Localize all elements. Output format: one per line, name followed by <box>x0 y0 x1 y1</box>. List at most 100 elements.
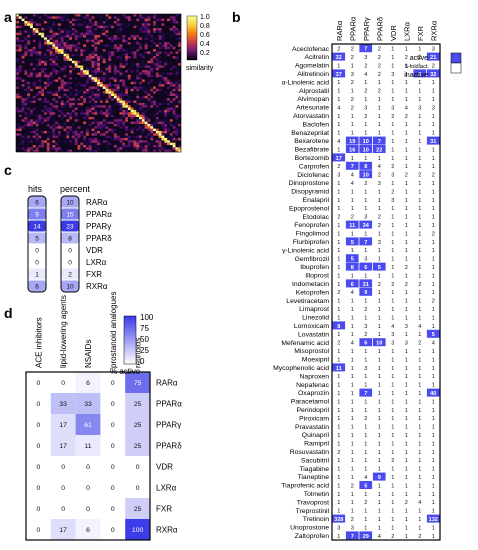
percent-cell <box>61 244 79 256</box>
similarity-cell <box>139 119 142 122</box>
similarity-cell <box>97 93 100 96</box>
fold-activation-value: 1 <box>351 63 354 69</box>
similarity-cell <box>153 128 156 132</box>
similarity-cell <box>46 79 50 82</box>
similarity-cell <box>113 70 117 73</box>
similarity-cell <box>136 86 140 89</box>
similarity-cell <box>38 142 42 146</box>
similarity-cell <box>130 18 134 22</box>
similarity-cell <box>94 149 98 153</box>
fold-activation-value: 1 <box>391 425 394 431</box>
similarity-cell <box>127 105 131 108</box>
similarity-cell <box>172 88 176 92</box>
active-cell <box>359 262 373 271</box>
similarity-cell <box>139 30 142 33</box>
similarity-cell <box>66 137 70 141</box>
similarity-cell <box>91 70 95 73</box>
similarity-cell <box>94 133 98 136</box>
similarity-cell <box>172 30 176 33</box>
similarity-cell <box>29 72 33 75</box>
fold-activation-value: 1 <box>391 139 394 145</box>
similarity-cell <box>175 51 179 54</box>
similarity-cell <box>94 51 98 54</box>
similarity-cell <box>108 149 112 153</box>
similarity-cell <box>49 46 53 50</box>
similarity-cell <box>77 147 81 150</box>
similarity-cell <box>116 16 120 19</box>
similarity-cell <box>43 51 47 54</box>
class-activity-cell <box>125 393 150 414</box>
similarity-cell <box>60 51 64 54</box>
fold-activation-value: 1 <box>378 433 381 439</box>
similarity-cell <box>175 81 179 85</box>
similarity-cell <box>32 149 36 153</box>
similarity-cell <box>88 56 92 59</box>
similarity-cell <box>147 144 151 148</box>
similarity-cell <box>116 95 120 99</box>
similarity-cell <box>125 112 128 115</box>
similarity-cell <box>158 63 162 66</box>
drug-row-label: Ketoprofen <box>296 289 329 296</box>
similarity-cell <box>153 23 156 26</box>
fold-activation-value: 1 <box>337 441 340 447</box>
similarity-cell <box>74 114 78 118</box>
similarity-cell <box>130 112 134 115</box>
drug-class-header: retinoids <box>134 338 143 368</box>
drug-row-label: Agomelatin <box>295 63 329 70</box>
fold-activation-value: 1 <box>378 349 381 355</box>
similarity-cell <box>175 67 179 71</box>
fold-activation-value: 1 <box>391 206 394 212</box>
similarity-cell <box>105 100 109 103</box>
similarity-cell <box>52 147 56 150</box>
fold-activation-value: 1 <box>378 408 381 414</box>
similarity-cell <box>66 98 70 101</box>
similarity-cell <box>74 128 78 132</box>
similarity-cell <box>94 105 98 108</box>
similarity-cell <box>94 81 98 85</box>
fold-activation-value: 1 <box>432 433 435 439</box>
similarity-cell <box>94 42 98 45</box>
similarity-cell <box>133 105 137 108</box>
fold-activation-value: 7 <box>364 47 367 53</box>
receptor-label: PPARα <box>156 400 182 409</box>
similarity-cell <box>88 28 92 31</box>
similarity-cell <box>29 30 33 33</box>
similarity-cell <box>77 81 81 85</box>
fold-activation-value: 1 <box>405 307 408 313</box>
similarity-cell <box>52 130 56 134</box>
similarity-cell <box>85 147 89 150</box>
similarity-cell <box>60 16 64 19</box>
similarity-cell <box>105 144 109 148</box>
fold-activation-value: 1 <box>378 189 381 195</box>
hits-cell <box>28 280 46 292</box>
similarity-cell <box>35 30 39 33</box>
similarity-cell <box>136 128 140 132</box>
similarity-cell <box>169 67 173 71</box>
fold-activation-value: 1 <box>351 492 354 498</box>
fold-activation-value: 2 <box>378 89 381 95</box>
similarity-cell <box>24 137 28 141</box>
similarity-cell <box>57 37 61 40</box>
similarity-cell <box>27 32 31 36</box>
similarity-cell <box>57 144 61 148</box>
similarity-cell <box>119 147 123 150</box>
similarity-cell <box>144 16 148 19</box>
similarity-cell <box>55 16 59 19</box>
receptor-label: PPARγ <box>156 421 181 430</box>
similarity-cell <box>35 98 39 101</box>
fold-activation-value: 5 <box>351 240 354 246</box>
similarity-cell <box>41 130 45 134</box>
fold-activation-value: 1 <box>351 408 354 414</box>
similarity-cell <box>46 35 50 38</box>
similarity-colorbar: 1.0 0.8 0.6 0.4 0.2 similarity <box>186 14 214 72</box>
similarity-cell <box>35 53 39 57</box>
similarity-cell <box>116 98 120 101</box>
similarity-cell <box>97 63 100 66</box>
fold-activation-value: 4 <box>405 105 408 111</box>
similarity-cell <box>144 144 148 148</box>
similarity-cell <box>178 84 182 87</box>
similarity-cell <box>175 58 179 61</box>
percent-active-value: 0 <box>37 527 41 534</box>
fold-activation-value: 4 <box>351 181 354 187</box>
